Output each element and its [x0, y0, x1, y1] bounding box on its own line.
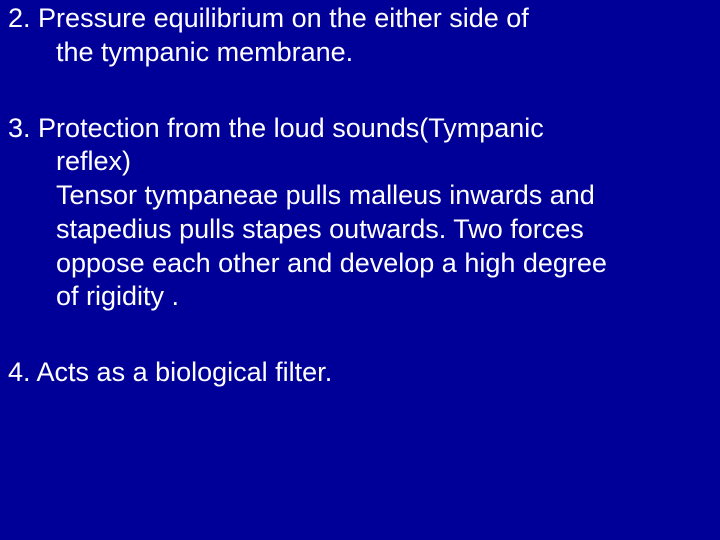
item-text-line: oppose each other and develop a high deg… [8, 247, 708, 281]
item-text-line: stapedius pulls stapes outwards. Two for… [8, 213, 708, 247]
item-text-line: Acts as a biological filter. [37, 357, 333, 387]
item-text-line: Protection from the loud sounds(Tympanic [38, 113, 544, 143]
item-number: 4. [8, 357, 31, 387]
item-number: 3. [8, 113, 31, 143]
list-item-4: 4. Acts as a biological filter. [8, 356, 708, 390]
list-item-2: 2. Pressure equilibrium on the either si… [8, 2, 708, 70]
item-text-line: the tympanic membrane. [8, 36, 708, 70]
list-item-3: 3. Protection from the loud sounds(Tympa… [8, 112, 708, 315]
item-number: 2. [8, 3, 31, 33]
item-text-line: Tensor tympaneae pulls malleus inwards a… [8, 179, 708, 213]
item-text-line: Pressure equilibrium on the either side … [38, 3, 529, 33]
item-text-line: reflex) [8, 145, 708, 179]
item-text-line: of rigidity . [8, 280, 708, 314]
